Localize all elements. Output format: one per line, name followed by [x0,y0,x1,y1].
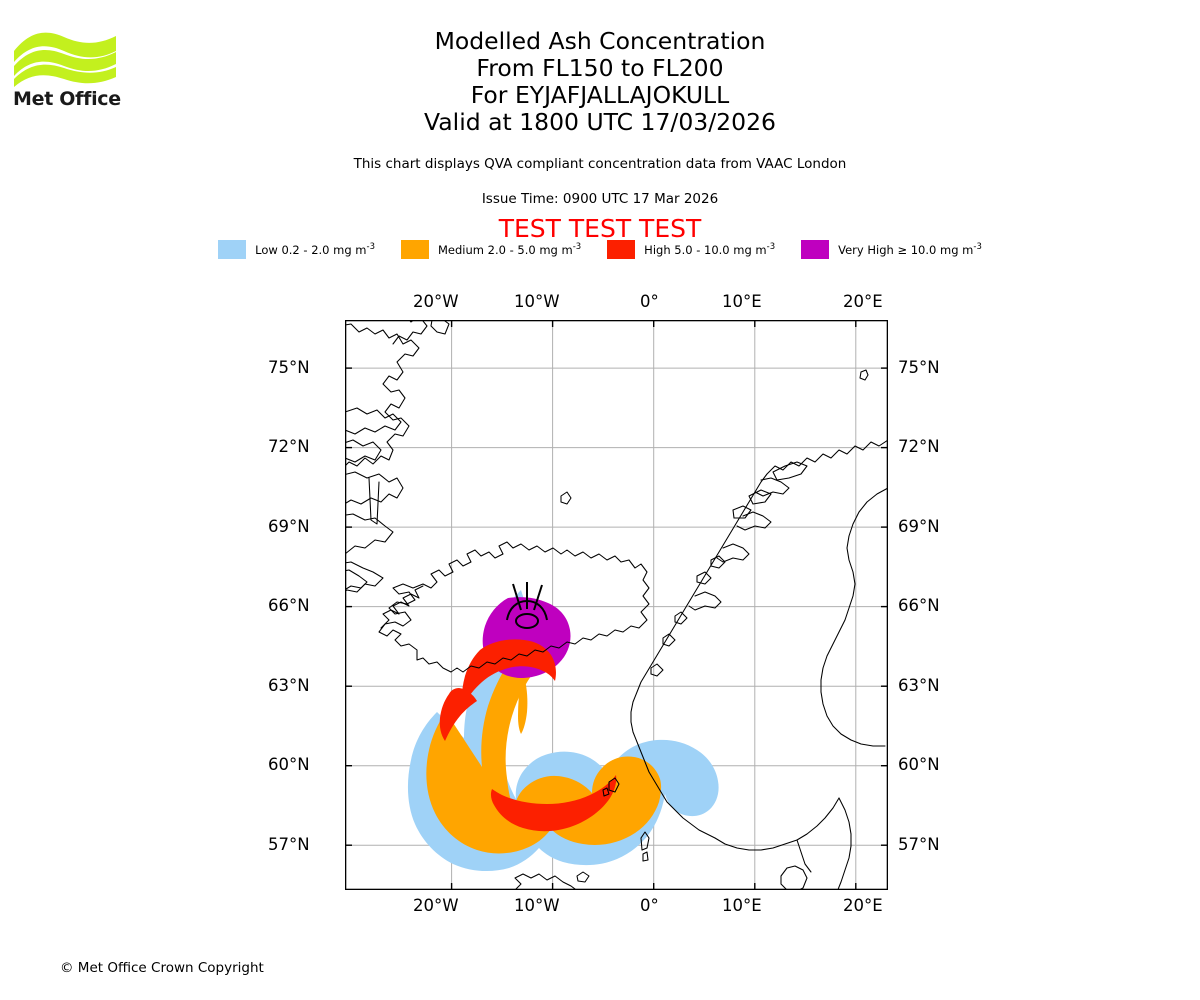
lon-label-bottom-20w: 20°W [413,896,459,915]
lat-label-left-69n: 69°N [268,517,310,536]
lat-label-right-69n: 69°N [898,517,940,536]
coast-norway-island-3 [674,611,688,625]
coast-scotland [514,873,578,890]
lon-label-bottom-20e: 20°E [843,896,883,915]
chart-compliance-note: This chart displays QVA compliant concen… [353,156,847,172]
coast-greenland-lower [345,513,394,555]
legend-label-very-high: Very High ≥ 10.0 mg m-3 [838,242,982,257]
legend-item-very-high: Very High ≥ 10.0 mg m-3 [801,240,982,259]
coast-greenland-island-n [430,320,450,335]
lat-label-right-75n: 75°N [898,358,940,377]
copyright-footer: © Met Office Crown Copyright [60,960,264,976]
legend-label-medium: Medium 2.0 - 5.0 mg m-3 [437,242,582,257]
coast-norway-inland-edge [820,487,888,747]
lon-label-top-20e: 20°E [843,292,883,311]
met-office-logo: Met Office [12,25,122,115]
ash-contour-high-south [490,775,617,832]
lon-label-top-0: 0° [640,292,659,311]
legend-swatch-low [218,240,247,259]
lat-label-left-63n: 63°N [268,676,310,695]
met-office-logo-text: Met Office [13,88,121,110]
coast-norway-oslo-fjord [796,839,812,873]
lon-label-bottom-0: 0° [640,896,659,915]
coast-sweden [837,797,852,890]
concentration-legend: Low 0.2 - 2.0 mg m-3 Medium 2.0 - 5.0 mg… [0,240,1200,259]
test-banner: TEST TEST TEST [498,214,702,243]
coast-greenland-north [392,320,428,345]
coastlines [345,320,888,890]
title-volcano: For EYJAFJALLAJOKULL [470,81,730,109]
ash-contour-high-mid [439,688,477,741]
title-main: Modelled Ash Concentration [434,27,766,55]
coast-faroe [608,777,620,793]
coast-iceland-westfjords [380,585,424,629]
coast-shetland-2 [642,851,649,862]
lat-label-right-66n: 66°N [898,596,940,615]
coast-greenland-peninsula [345,471,404,505]
volcano-marker-eyjafjallajokull [506,582,548,629]
lat-label-left-75n: 75°N [268,358,310,377]
lat-label-right-72n: 72°N [898,437,940,456]
coast-norway-fjord-2 [736,511,772,531]
coast-bear-island [859,369,869,381]
legend-label-low: Low 0.2 - 2.0 mg m-3 [255,242,375,257]
coast-greenland [345,323,420,467]
legend-item-medium: Medium 2.0 - 5.0 mg m-3 [400,240,582,259]
coast-norway-island-1 [710,555,726,569]
coast-jan-mayen [560,491,572,505]
lon-label-top-10w: 10°W [514,292,560,311]
coast-norway-island-2 [696,571,712,585]
lat-label-right-63n: 63°N [898,676,940,695]
legend-item-high: High 5.0 - 10.0 mg m-3 [607,240,775,259]
lon-label-top-20w: 20°W [413,292,459,311]
lon-label-top-10e: 10°E [722,292,762,311]
coast-norway-fjord-1 [754,477,790,497]
map-frame [345,320,888,890]
legend-label-high: High 5.0 - 10.0 mg m-3 [644,242,776,257]
coast-greenland-deep-fjord [368,477,380,525]
coast-norway-lofoten-2 [748,489,772,505]
lon-label-bottom-10w: 10°W [514,896,560,915]
coast-greenland-tip [345,569,368,591]
ash-plume [407,590,719,872]
coast-norway-fjord-4 [688,591,722,611]
lat-label-left-60n: 60°N [268,755,310,774]
volcano-vent [515,613,539,629]
coast-norway-island-5 [650,663,664,677]
title-valid-time: Valid at 1800 UTC 17/03/2026 [424,108,776,136]
lat-label-right-57n: 57°N [898,835,940,854]
legend-swatch-very-high [801,240,830,259]
lat-label-left-57n: 57°N [268,835,310,854]
coast-norway [630,439,888,839]
lon-label-bottom-10e: 10°E [722,896,762,915]
lat-label-right-60n: 60°N [898,755,940,774]
coast-iceland [378,541,650,673]
coast-norway-south [714,797,840,851]
legend-item-low: Low 0.2 - 2.0 mg m-3 [218,240,375,259]
coast-faroe-2 [602,787,610,797]
ash-concentration-map [345,320,888,890]
coast-greenland-fjords-2 [345,439,382,463]
ash-streak-orange [518,680,528,734]
coast-norway-island-4 [662,633,676,647]
coast-denmark [780,865,808,890]
map-panel [345,320,888,890]
coast-orkney [576,871,590,883]
coast-greenland-south [345,561,384,593]
legend-swatch-medium [400,240,429,259]
coast-greenland-fjords-1 [345,407,402,435]
legend-swatch-high [607,240,636,259]
map-ticks [345,320,888,890]
met-office-wave-mark [14,32,116,87]
coast-norway-lofoten-1 [772,461,808,481]
ash-contour-high-upper [461,639,556,708]
lat-label-left-66n: 66°N [268,596,310,615]
coast-shetland [640,831,650,851]
lat-label-left-72n: 72°N [268,437,310,456]
coast-norway-lofoten-3 [732,505,752,519]
title-flight-levels: From FL150 to FL200 [476,54,724,82]
issue-time-text: Issue Time: 0900 UTC 17 Mar 2026 [481,191,719,207]
page-title: Modelled Ash Concentration From FL150 to… [0,28,1200,136]
